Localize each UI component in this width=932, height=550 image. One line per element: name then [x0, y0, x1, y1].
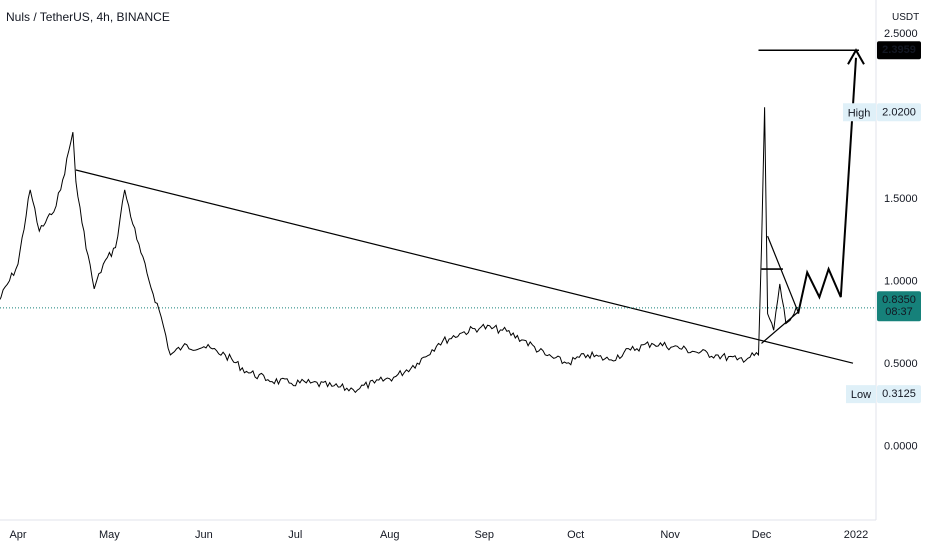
annotation-layer[interactable] — [75, 48, 865, 364]
upper-trendline[interactable] — [767, 235, 799, 313]
x-tick-label: 2022 — [844, 529, 868, 541]
descending-trendline[interactable] — [75, 169, 854, 364]
target-price-text: 2.3959 — [882, 44, 916, 56]
high-label: High — [848, 107, 871, 119]
x-tick-label: Sep — [474, 529, 494, 541]
x-tick-label: May — [99, 529, 120, 541]
y-tick-label: 2.5000 — [884, 28, 918, 40]
y-tick-label: 1.0000 — [884, 276, 918, 288]
y-tick-label: 1.5000 — [884, 193, 918, 205]
price-series — [0, 107, 876, 394]
x-tick-label: Apr — [9, 529, 26, 541]
x-tick-label: Jul — [288, 529, 302, 541]
projection-arrow-head — [847, 48, 865, 65]
last-price-text: 0.8350 — [882, 294, 916, 306]
y-tick-label: 0.0000 — [884, 441, 918, 453]
low-label: Low — [851, 389, 871, 401]
high-label-box — [843, 103, 876, 122]
high-price-box — [877, 103, 921, 122]
x-tick-label: Aug — [380, 529, 400, 541]
high-price-text: 2.0200 — [882, 106, 916, 118]
time-axis[interactable]: Apr May Jun Jul Aug Sep Oct Nov Dec 2022 — [9, 529, 868, 541]
price-axis[interactable]: 2.5000 1.5000 1.0000 0.5000 0.0000 — [884, 28, 918, 453]
last-price-text: 08:37 — [885, 306, 913, 318]
target-price-box — [877, 41, 921, 60]
low-label-box — [846, 385, 876, 404]
x-tick-label: Nov — [660, 529, 680, 541]
low-price-text: 0.3125 — [882, 388, 916, 400]
projection-path[interactable] — [797, 57, 857, 314]
price-line — [0, 107, 799, 394]
x-tick-label: Dec — [752, 529, 772, 541]
chart-title: Nuls / TetherUS, 4h, BINANCE — [6, 10, 170, 24]
low-price-box — [877, 385, 921, 404]
currency-label: USDT — [892, 12, 919, 23]
x-tick-label: Oct — [567, 529, 584, 541]
x-tick-label: Jun — [195, 529, 213, 541]
last-price-box — [877, 291, 921, 322]
y-tick-label: 0.5000 — [884, 358, 918, 370]
